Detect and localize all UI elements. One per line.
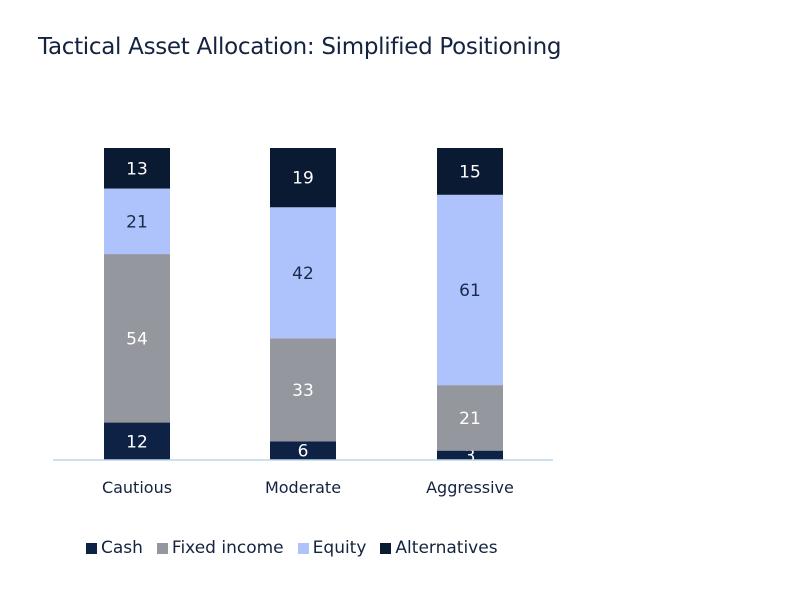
bar-segment-aggressive-fixed-income — [437, 385, 503, 451]
bar-segment-aggressive-equity — [437, 194, 503, 386]
data-label-cautious-alternatives: 13 — [126, 159, 148, 179]
bar-segment-cautious-alternatives — [104, 148, 170, 189]
category-label-aggressive: Aggressive — [426, 478, 514, 497]
data-label-moderate-equity: 42 — [292, 264, 314, 284]
data-label-aggressive-equity: 61 — [459, 281, 481, 301]
data-label-cautious-equity: 21 — [126, 212, 148, 232]
legend-item-alternatives: Alternatives — [380, 538, 498, 558]
data-label-aggressive-fixed-income: 21 — [459, 409, 481, 429]
legend-swatch-alternatives — [380, 542, 392, 554]
bar-segment-moderate-cash — [270, 441, 336, 460]
bar-segment-moderate-alternatives — [270, 148, 336, 208]
legend-label-equity: Equity — [312, 538, 367, 558]
bar-segment-cautious-cash — [104, 422, 170, 460]
legend-item-equity: Equity — [297, 538, 367, 558]
legend-label-fixed-income: Fixed income — [171, 538, 284, 558]
legend-swatch-equity — [297, 542, 309, 554]
bar-segment-cautious-equity — [104, 188, 170, 255]
data-label-moderate-fixed-income: 33 — [292, 381, 314, 401]
data-label-aggressive-alternatives: 15 — [459, 162, 481, 182]
legend-label-cash: Cash — [101, 538, 143, 558]
category-label-moderate: Moderate — [265, 478, 341, 497]
category-labels: Cautious Moderate Aggressive — [102, 478, 514, 497]
data-label-cautious-fixed-income: 54 — [126, 329, 148, 349]
category-label-cautious: Cautious — [102, 478, 172, 497]
legend: Cash Fixed income Equity Alternatives — [86, 538, 498, 558]
bar-segment-cautious-fixed-income — [104, 254, 170, 423]
data-label-moderate-alternatives: 19 — [292, 169, 314, 189]
bar-segment-aggressive-alternatives — [437, 148, 503, 195]
legend-item-cash: Cash — [86, 538, 143, 558]
legend-item-fixed-income: Fixed income — [156, 538, 284, 558]
bars-layer: 12 54 21 13 6 33 42 19 3 21 61 15 — [104, 148, 503, 466]
bar-segment-moderate-equity — [270, 207, 336, 339]
chart-title: Tactical Asset Allocation: Simplified Po… — [38, 34, 562, 60]
data-label-moderate-cash: 6 — [298, 442, 309, 462]
data-label-aggressive-cash: 3 — [465, 446, 476, 466]
data-label-cautious-cash: 12 — [126, 432, 148, 452]
legend-swatch-fixed-income — [156, 542, 168, 554]
bar-segment-aggressive-cash — [437, 450, 503, 460]
bar-segment-moderate-fixed-income — [270, 338, 336, 442]
legend-swatch-cash — [86, 542, 97, 554]
legend-label-alternatives: Alternatives — [395, 538, 498, 558]
